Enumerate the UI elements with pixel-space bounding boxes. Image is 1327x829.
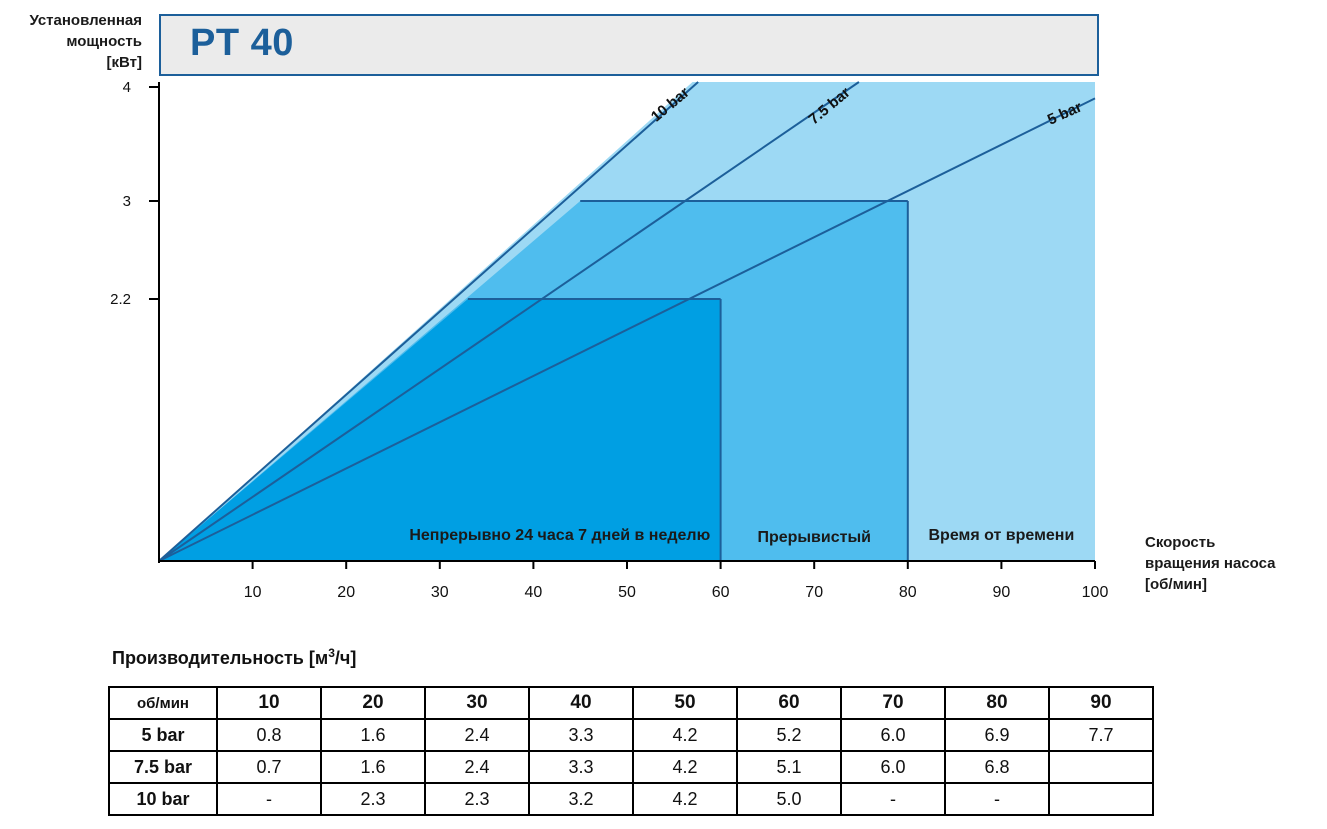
x-tick-label: 100 bbox=[1082, 584, 1109, 601]
table-cell: 3.3 bbox=[528, 718, 634, 752]
table-row: 10 bar -2.3 2.3 3.2 4.2 5.0- - bbox=[108, 782, 1154, 816]
x-tick-label: 40 bbox=[525, 584, 543, 601]
x-tick-label: 60 bbox=[712, 584, 730, 601]
table-cell: 6.0 bbox=[840, 750, 946, 784]
table-cell: 3.2 bbox=[528, 782, 634, 816]
performance-table: об/мин 10 20 30 40 50 60 70 80 90 5 bar 0.8 1.6 2.4 3.… bbox=[108, 686, 1154, 816]
table-cell: 6.8 bbox=[944, 750, 1050, 784]
table-cell: 7.7 bbox=[1048, 718, 1154, 752]
x-tick-label: 50 bbox=[618, 584, 636, 601]
table-header-cell: об/мин bbox=[108, 686, 218, 720]
table-cell: - bbox=[216, 782, 322, 816]
table-cell: 4.2 bbox=[632, 750, 738, 784]
table-cell bbox=[1048, 750, 1154, 784]
table-cell: 1.6 bbox=[320, 718, 426, 752]
table-cell: 4.2 bbox=[632, 782, 738, 816]
table-row: 7.5 bar 0.7 1.6 2.4 3.3 4.2 5.1 6.0 6.8 bbox=[108, 750, 1154, 784]
table-cell: 4.2 bbox=[632, 718, 738, 752]
y-axis-title: Установленная мощность [кВт] bbox=[0, 10, 142, 73]
chart-title-box: PT 40 bbox=[159, 14, 1099, 76]
x-axis-title-line: вращения насоса bbox=[1145, 555, 1276, 572]
table-header-cell: 30 bbox=[424, 686, 530, 720]
table-header-cell: 40 bbox=[528, 686, 634, 720]
zone-label: Время от времени bbox=[928, 527, 1074, 544]
table-cell: 2.3 bbox=[424, 782, 530, 816]
table-title-end: /ч] bbox=[334, 648, 357, 668]
table-cell: 0.7 bbox=[216, 750, 322, 784]
table-header-cell: 80 bbox=[944, 686, 1050, 720]
x-tick-label: 30 bbox=[431, 584, 449, 601]
y-axis-title-line: [кВт] bbox=[106, 54, 142, 71]
table-title-sup: 3 bbox=[328, 646, 335, 660]
table-row-label: 7.5 bar bbox=[108, 750, 218, 784]
y-axis-title-line: Установленная bbox=[29, 12, 142, 29]
zone-label: Непрерывно 24 часа 7 дней в неделю bbox=[409, 527, 710, 544]
x-tick-label: 90 bbox=[993, 584, 1011, 601]
table-cell: 5.0 bbox=[736, 782, 842, 816]
table-header-cell: 70 bbox=[840, 686, 946, 720]
table-header-cell: 50 bbox=[632, 686, 738, 720]
table-cell: 2.4 bbox=[424, 750, 530, 784]
y-tick-label: 2.2 bbox=[110, 291, 131, 308]
zone-label: Прерывистый bbox=[757, 529, 871, 546]
table-cell bbox=[1048, 782, 1154, 816]
table-cell: 6.9 bbox=[944, 718, 1050, 752]
x-tick-label: 10 bbox=[244, 584, 262, 601]
table-title: Производительность [м3/ч] bbox=[112, 646, 356, 669]
chart-title: PT 40 bbox=[190, 22, 294, 64]
table-header-cell: 90 bbox=[1048, 686, 1154, 720]
table-cell: 2.3 bbox=[320, 782, 426, 816]
table-row: 5 bar 0.8 1.6 2.4 3.3 4.2 5.2 6.0 6.9 7.7 bbox=[108, 718, 1154, 752]
y-tick-label: 4 bbox=[123, 79, 131, 96]
series-line-5-bar bbox=[158, 97, 1096, 562]
table-cell: 6.0 bbox=[840, 718, 946, 752]
table-header-row: об/мин 10 20 30 40 50 60 70 80 90 bbox=[108, 686, 1154, 720]
table-cell: - bbox=[840, 782, 946, 816]
x-tick-label: 70 bbox=[805, 584, 823, 601]
table-cell: 5.2 bbox=[736, 718, 842, 752]
y-axis-title-line: мощность bbox=[66, 33, 142, 50]
y-tick-label: 3 bbox=[123, 193, 131, 210]
zone-continuous bbox=[159, 299, 721, 561]
table-row-label: 5 bar bbox=[108, 718, 218, 752]
table-cell: 5.1 bbox=[736, 750, 842, 784]
table-header-cell: 10 bbox=[216, 686, 322, 720]
table-cell: 1.6 bbox=[320, 750, 426, 784]
table-cell: - bbox=[944, 782, 1050, 816]
x-tick-label: 20 bbox=[337, 584, 355, 601]
x-tick-label: 80 bbox=[899, 584, 917, 601]
table-cell: 0.8 bbox=[216, 718, 322, 752]
table-cell: 2.4 bbox=[424, 718, 530, 752]
x-axis-title: Скорость вращения насоса [об/мин] bbox=[1145, 532, 1276, 595]
table-row-label: 10 bar bbox=[108, 782, 218, 816]
table-header-cell: 60 bbox=[736, 686, 842, 720]
x-axis-title-line: [об/мин] bbox=[1145, 576, 1207, 593]
x-axis-title-line: Скорость bbox=[1145, 534, 1216, 551]
series-line-7-5-bar bbox=[158, 81, 860, 562]
table-header-cell: 20 bbox=[320, 686, 426, 720]
table-cell: 3.3 bbox=[528, 750, 634, 784]
table-title-text: Производительность [м bbox=[112, 648, 329, 668]
series-line-10-bar bbox=[158, 81, 699, 562]
